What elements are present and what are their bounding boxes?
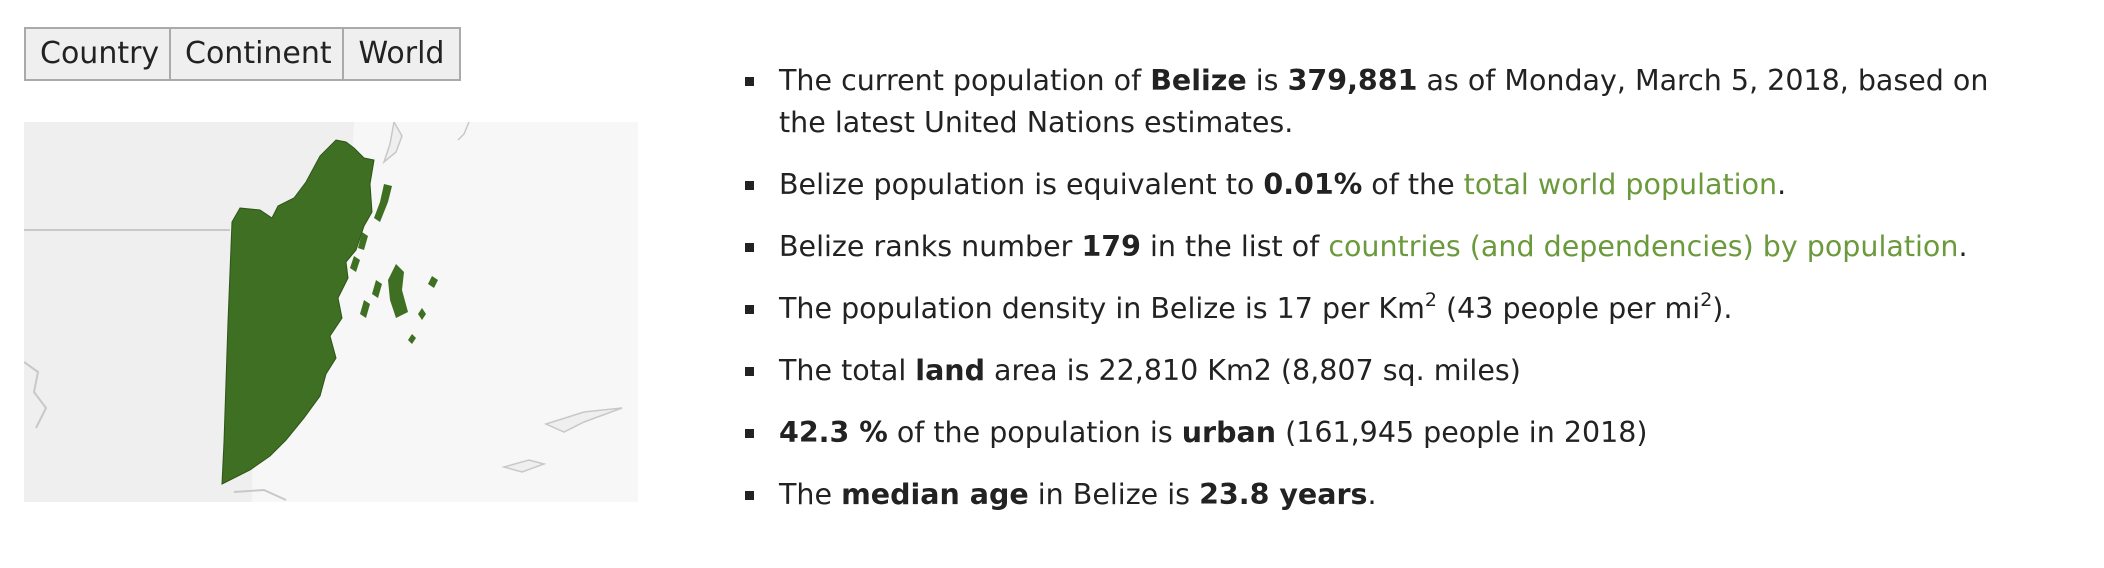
country-map [24,122,638,502]
country-facts-list: The current population of Belize is 379,… [745,60,1995,536]
tab-continent[interactable]: Continent [171,29,344,79]
map-scope-tabs: Country Continent World [24,27,461,81]
total-world-population-link[interactable]: total world population [1463,168,1778,201]
median-age-value: 23.8 years [1199,478,1368,511]
fact-current-population: The current population of Belize is 379,… [745,60,1995,144]
tab-world[interactable]: World [344,29,459,79]
urban-percent-value: 42.3 % [779,416,888,449]
population-value: 379,881 [1287,64,1418,97]
belize-map-icon [24,122,638,502]
rank-value: 179 [1081,230,1141,263]
world-share-value: 0.01% [1263,168,1363,201]
fact-world-share: Belize population is equivalent to 0.01%… [745,164,1995,206]
tab-country[interactable]: Country [26,29,171,79]
fact-urban: 42.3 % of the population is urban (161,9… [745,412,1995,454]
fact-rank: Belize ranks number 179 in the list of c… [745,226,1995,268]
countries-by-population-link[interactable]: countries (and dependencies) by populati… [1328,230,1959,263]
fact-density: The population density in Belize is 17 p… [745,288,1995,330]
fact-land-area: The total land area is 22,810 Km2 (8,807… [745,350,1995,392]
fact-median-age: The median age in Belize is 23.8 years. [745,474,1995,516]
country-name: Belize [1150,64,1247,97]
